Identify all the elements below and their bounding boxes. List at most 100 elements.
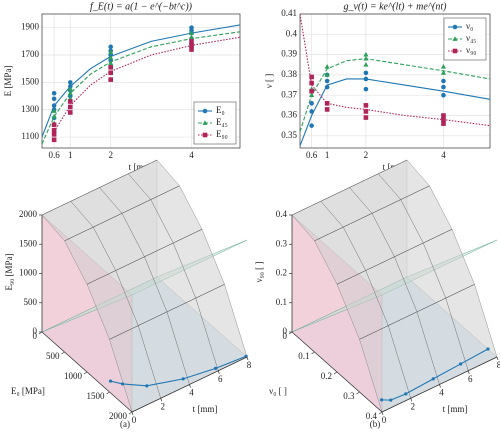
data-point xyxy=(324,78,330,84)
legend-label: ν₀ xyxy=(466,21,473,31)
z-axis-label: E₉₀ [MPa] xyxy=(4,253,14,290)
x-tick-label: 0.4 xyxy=(366,411,378,421)
tick-mark xyxy=(467,370,470,374)
floor-point xyxy=(108,379,113,383)
x-axis-label: t [mm] xyxy=(129,162,154,172)
data-point xyxy=(67,99,73,104)
tick-mark xyxy=(83,371,88,375)
tick-mark xyxy=(333,371,338,375)
y-axis-label: t [mm] xyxy=(193,404,218,414)
data-point xyxy=(51,91,57,96)
data-point xyxy=(324,107,330,112)
y-tick-label: 8 xyxy=(247,360,252,370)
legend-marker xyxy=(452,24,458,30)
x-tick-label: 0.6 xyxy=(48,150,60,160)
tick-mark xyxy=(439,384,441,388)
chart-title: g_ν(t) = ke^(lt) + me^(nt) xyxy=(343,1,447,12)
data-point xyxy=(363,70,369,76)
y-tick-label: 8 xyxy=(497,360,500,370)
data-point xyxy=(441,78,446,84)
tick-mark xyxy=(189,384,191,388)
floor-point xyxy=(145,384,149,388)
x-tick-label: 2 xyxy=(364,150,369,160)
floor-point xyxy=(431,377,435,381)
legend-label: E₄₅ xyxy=(216,117,228,127)
z-tick-label: 0.2 xyxy=(276,268,287,278)
data-point xyxy=(363,55,369,61)
legend-marker xyxy=(452,48,458,54)
data-point xyxy=(51,127,57,133)
data-point xyxy=(363,86,369,92)
chart-title: f_E(t) = a(1 − e^(−bt^c)) xyxy=(90,1,193,12)
tick-mark xyxy=(381,411,384,416)
fit-curve xyxy=(300,58,490,132)
data-point xyxy=(441,117,446,122)
data-point xyxy=(51,113,57,119)
data-point xyxy=(51,137,57,143)
data-point xyxy=(108,60,114,66)
x-tick-label: 4 xyxy=(441,150,446,160)
y-tick-label: 2 xyxy=(161,401,166,411)
tick-mark xyxy=(288,331,293,335)
x-tick-label: 500 xyxy=(46,351,60,361)
y-axis-label: t [mm] xyxy=(443,404,468,414)
data-point xyxy=(309,80,314,86)
legend-marker xyxy=(202,108,208,114)
data-point xyxy=(189,43,194,48)
surface-mesh-line xyxy=(64,185,180,242)
y-tick-label: 1500 xyxy=(21,76,40,86)
plot-frame xyxy=(41,13,241,149)
z-axis-label: ν₉₀ [ ] xyxy=(254,262,264,283)
x-tick-label: 0.3 xyxy=(343,391,355,401)
data-point xyxy=(363,76,369,82)
data-point xyxy=(108,65,113,70)
y-tick-label: 6 xyxy=(468,374,473,384)
x-tick-label: 4 xyxy=(189,150,194,160)
panel-label: (b) xyxy=(370,419,381,429)
y-tick-label: 0.39 xyxy=(281,49,297,59)
data-point xyxy=(51,103,57,108)
tick-mark xyxy=(311,351,315,355)
y-tick-label: 0.41 xyxy=(281,8,297,18)
data-point xyxy=(189,47,194,52)
x-tick-label: 2 xyxy=(108,150,113,160)
x-tick-label: 0.6 xyxy=(306,150,318,160)
data-point xyxy=(441,92,446,98)
data-point xyxy=(441,121,446,126)
data-point xyxy=(309,101,314,106)
x-tick-label: 1000 xyxy=(64,371,83,381)
data-point xyxy=(108,44,113,50)
floor-point xyxy=(459,362,463,366)
data-point xyxy=(108,54,114,60)
data-point xyxy=(309,92,315,98)
data-point xyxy=(51,108,57,113)
data-point xyxy=(441,84,446,90)
tick-mark xyxy=(128,411,133,415)
tick-mark xyxy=(246,356,249,361)
y-tick-label: 1900 xyxy=(21,22,40,32)
data-point xyxy=(188,34,195,40)
floor-curve xyxy=(110,355,247,387)
data-point xyxy=(363,51,369,57)
y-tick-label: 0.38 xyxy=(281,69,297,79)
tick-mark xyxy=(378,411,383,415)
legend-label: E₀ xyxy=(216,105,225,115)
z-tick-label: 1500 xyxy=(19,238,38,248)
y-axis-label: ν [ ] xyxy=(264,74,274,89)
y-tick-label: 6 xyxy=(218,374,223,384)
surface-mesh-line xyxy=(86,229,203,285)
tick-mark xyxy=(217,370,220,374)
data-point xyxy=(363,103,369,108)
floor-point xyxy=(380,398,384,402)
surface-mesh-line xyxy=(359,284,475,340)
z-tick-label: 2000 xyxy=(19,209,38,219)
data-point xyxy=(309,74,314,80)
y-tick-label: 4 xyxy=(189,388,194,398)
z-tick-label: 0.3 xyxy=(276,238,288,248)
legend-label: ν₄₅ xyxy=(466,33,476,43)
legend-marker xyxy=(452,36,458,41)
data-point xyxy=(363,61,369,67)
data-point xyxy=(67,110,73,115)
surface-mesh-line xyxy=(41,159,158,216)
data-point xyxy=(363,109,369,114)
